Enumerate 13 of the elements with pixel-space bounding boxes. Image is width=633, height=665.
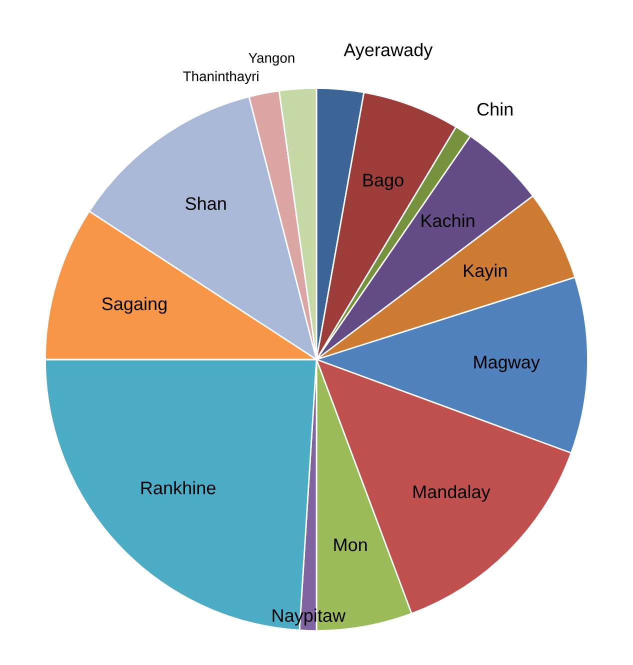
slice-label: Ayerawady	[344, 43, 433, 60]
slice-label: Yangon	[248, 53, 294, 66]
slice-label: Chin	[477, 102, 512, 116]
slice-label: Shan	[186, 196, 226, 210]
slice-label: Sagaing	[102, 296, 166, 314]
slice-label: Mon	[334, 538, 367, 552]
slice-label: Magway	[474, 356, 540, 372]
slice-label: Bago	[363, 174, 404, 190]
slice-label: Kayin	[464, 264, 507, 281]
slice-label: Thaninthayri	[183, 71, 258, 84]
slice-label: Mandalay	[414, 484, 490, 502]
slice-label: Rankhine	[141, 481, 216, 494]
slice-label: Kachin	[422, 214, 474, 228]
